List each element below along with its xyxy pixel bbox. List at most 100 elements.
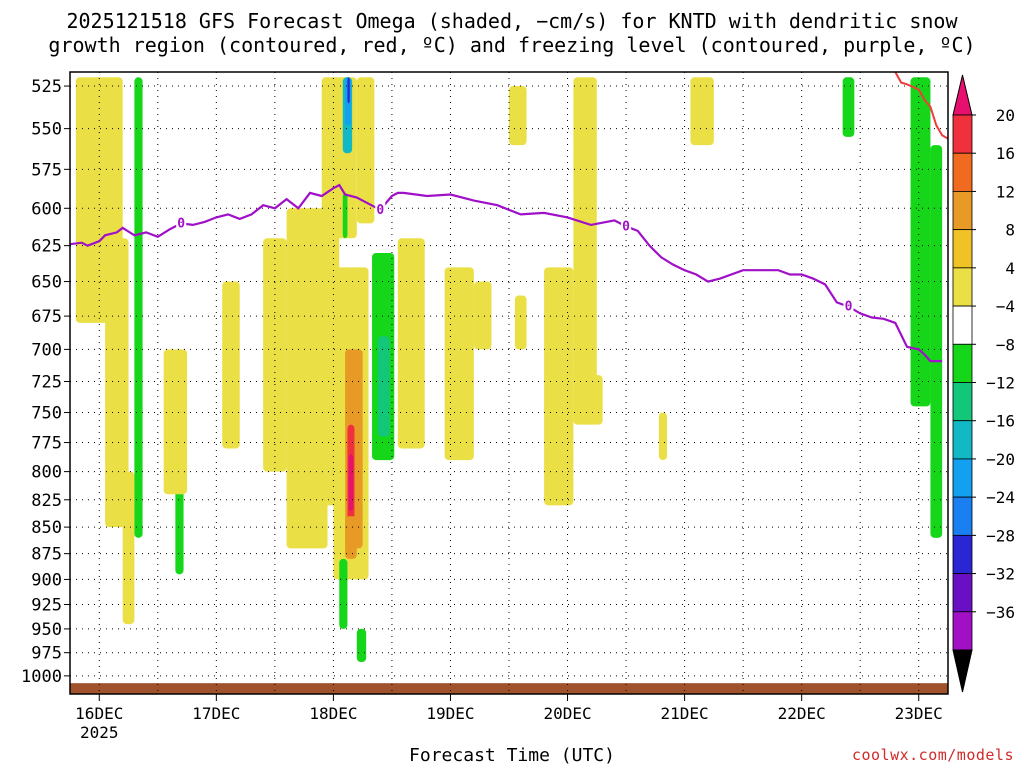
omega-shade-region [473,281,492,350]
omega-shade-region [105,238,129,528]
y-tick-label: 950 [31,620,62,640]
colorbar-label: 4 [1005,259,1015,278]
source-credit: coolwx.com/models [851,746,1014,764]
contour-layer: 0 0 0 0 [70,72,948,363]
omega-shade-region [842,77,855,137]
plot-background [70,72,948,694]
freezing-level-label: 0 [845,300,853,315]
y-tick-label: 575 [31,160,62,180]
omega-shade-region [590,375,603,425]
freezing-level-label: 0 [622,219,630,234]
x-axis: 16DEC 17DEC 18DEC 19DEC 20DEC 21DEC 22DEC 23DEC… [75,694,943,742]
x-tick-label: 19DEC [426,704,474,723]
omega-shade-region [347,77,350,104]
colorbar-segment [952,420,973,460]
y-tick-label: 750 [31,404,62,424]
colorbar-segment [952,114,973,154]
y-tick-label: 925 [31,596,62,616]
omega-shade-region [134,77,143,538]
colorbar-segment [952,305,973,345]
omega-shade-region [339,558,348,629]
omega-shade-region [356,77,375,224]
omega-shade-region [514,295,527,350]
colorbar: 20 16 12 8 4 −4 −8 −12 −16 −20 −24 −28 −32 −36 [952,74,1015,693]
colorbar-top-arrow [952,74,973,116]
y-tick-label: 625 [31,237,62,257]
y-tick-label: 900 [31,570,62,590]
omega-shade-region [348,454,354,511]
x-tick-label: 22DEC [778,704,826,723]
y-tick-label: 725 [31,373,62,393]
colorbar-segment [952,267,973,307]
x-tick-label: 23DEC [895,704,943,723]
colorbar-label: −32 [986,565,1015,584]
omega-shade-region [544,267,574,506]
colorbar-bottom-arrow [952,649,973,693]
omega-shade-region [690,77,714,146]
omega-shade-region [377,336,390,437]
x-tick-label: 21DEC [661,704,709,723]
y-axis: 525 550 575 600 625 650 675 700 725 750 775 800 825 8… [21,77,70,687]
omega-shade-region [397,238,425,449]
omega-shade-region [910,77,931,407]
y-tick-label: 525 [31,77,62,97]
gridlines [70,72,948,694]
y-tick-label: 825 [31,491,62,511]
y-tick-label: 1000 [21,667,62,687]
y-tick-label: 700 [31,340,62,360]
omega-shade-region [163,349,188,495]
colorbar-segment [952,573,973,613]
x-tick-label: 18DEC [309,704,357,723]
colorbar-label: −20 [986,450,1015,469]
colorbar-segment [952,191,973,231]
contour-label-bg [621,218,632,233]
omega-shade-region [286,208,328,549]
omega-shade-region [356,628,367,663]
freezing-level-label: 0 [177,216,185,231]
omega-shade-region [930,145,943,538]
omega-shade-region [658,412,668,461]
omega-shade-region [573,77,597,425]
y-tick-label: 650 [31,273,62,293]
omega-shade-region [509,86,527,146]
omega-shade-region [122,471,135,625]
colorbar-segment [952,496,973,536]
colorbar-segment [952,229,973,269]
contour-label-bg [375,201,386,216]
colorbar-segment [952,534,973,574]
colorbar-label: −12 [986,374,1015,393]
colorbar-label: −4 [996,297,1015,316]
colorbar-segment [952,343,973,383]
colorbar-segment [952,382,973,422]
y-tick-label: 775 [31,434,62,454]
colorbar-label: 12 [996,182,1015,201]
x-tick-label: 16DEC [75,704,123,723]
colorbar-segment [952,458,973,498]
colorbar-label: −28 [986,526,1015,545]
omega-shading-layer [75,77,943,663]
x-tick-label: 17DEC [192,704,240,723]
colorbar-label: −8 [996,335,1015,354]
y-tick-label: 850 [31,518,62,538]
colorbar-label: 8 [1005,221,1015,240]
colorbar-segment [952,611,973,651]
contour-label-bg [843,298,854,313]
y-tick-label: 550 [31,120,62,140]
y-tick-label: 675 [31,307,62,327]
chart-title-line-1: 2025121518 GFS Forecast Omega (shaded, −… [66,9,958,33]
chart-title-line-2: growth region (contoured, red, ºC) and f… [48,33,976,57]
x-tick-label: 20DEC [543,704,591,723]
colorbar-segment [952,152,973,192]
colorbar-label: −24 [986,488,1015,507]
freezing-level-label: 0 [376,203,384,218]
contour-label-bg [176,215,187,230]
dendritic-snow-contour [894,72,948,140]
y-tick-label: 975 [31,644,62,664]
colorbar-label: 20 [996,106,1015,125]
y-tick-label: 800 [31,463,62,483]
x-axis-title: Forecast Time (UTC) [409,745,615,766]
x-year-label: 2025 [80,723,119,742]
terrain-layer [70,683,948,694]
terrain-fill [70,683,948,694]
